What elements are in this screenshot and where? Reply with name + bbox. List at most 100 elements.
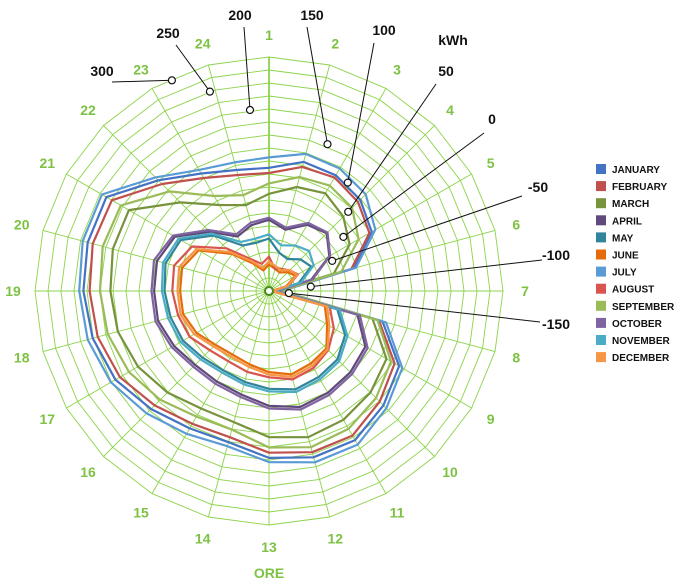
- legend-label-february: FEBRUARY: [612, 182, 668, 193]
- grid-spoke: [151, 290, 270, 494]
- series-line-october: [150, 216, 369, 411]
- grid-spoke: [151, 88, 270, 292]
- unit-label: kWh: [438, 32, 468, 48]
- legend-swatch-august: [596, 283, 606, 294]
- scale-marker-dot: [205, 87, 214, 96]
- legend-label-november: NOVEMBER: [612, 336, 671, 347]
- center-marker: [264, 286, 274, 296]
- legend-swatch-november: [596, 335, 606, 345]
- hour-label: 15: [133, 505, 149, 521]
- hour-label: 23: [133, 61, 149, 77]
- legend-swatch-july: [596, 266, 606, 277]
- hour-label: 18: [14, 349, 30, 365]
- hour-label: 6: [512, 217, 520, 233]
- series-line-february: [88, 165, 396, 454]
- scale-label: 300: [90, 63, 114, 79]
- scale-leader-line: [332, 195, 523, 262]
- scale-leader-line: [111, 79, 172, 83]
- hour-label: 8: [512, 349, 520, 365]
- grid-spoke: [103, 125, 270, 292]
- scale-label: 150: [300, 7, 324, 23]
- grid-spoke: [268, 88, 387, 292]
- scale-marker-dot: [328, 256, 337, 265]
- hour-label: 17: [40, 411, 56, 427]
- grid-spoke: [268, 290, 331, 518]
- hour-label: 3: [393, 61, 401, 77]
- scale-leader-line: [310, 259, 543, 288]
- legend-label-september: SEPTEMBER: [612, 302, 675, 313]
- hour-label: 14: [195, 530, 211, 546]
- legend-swatch-december: [596, 352, 606, 363]
- series-line-december: [176, 248, 331, 378]
- scale-leader-line: [347, 83, 437, 213]
- legend-swatch-october: [596, 317, 606, 328]
- hour-label: 13: [261, 539, 277, 555]
- legend-swatch-april: [596, 215, 606, 226]
- hour-label: 19: [5, 283, 21, 299]
- scale-leader-line: [347, 42, 375, 183]
- scale-label: 50: [438, 63, 454, 79]
- scale-marker-dot: [344, 207, 353, 216]
- legend-label-march: MARCH: [612, 199, 649, 210]
- scale-label: 200: [228, 7, 252, 23]
- series-line-january: [82, 160, 401, 459]
- legend-label-december: DECEMBER: [612, 353, 670, 364]
- series-line-september: [98, 175, 393, 449]
- legend-label-june: JUNE: [612, 251, 639, 262]
- legend-swatch-september: [596, 300, 606, 311]
- scale-marker-dot: [343, 178, 352, 187]
- scale-leader-line: [306, 26, 328, 145]
- legend-swatch-january: [596, 164, 606, 174]
- grid-spoke: [103, 290, 270, 457]
- hour-label: 12: [328, 530, 344, 546]
- legend-label-august: AUGUST: [612, 285, 654, 296]
- scale-marker-dot: [167, 76, 176, 85]
- legend-label-may: MAY: [612, 233, 634, 244]
- scale-leader-line: [288, 292, 541, 323]
- scale-leader-line: [343, 132, 485, 238]
- hour-label: 16: [80, 464, 96, 480]
- scale-label: -150: [542, 316, 570, 332]
- scale-label: 100: [372, 22, 396, 38]
- hour-label: 24: [195, 36, 211, 52]
- legend-swatch-june: [596, 249, 606, 260]
- scale-label: -50: [528, 179, 548, 195]
- legend-label-january: JANUARY: [612, 165, 660, 176]
- hour-label: 20: [14, 217, 30, 233]
- hour-label: 11: [390, 505, 405, 521]
- grid-spoke: [207, 290, 270, 518]
- legend-swatch-may: [596, 232, 606, 243]
- hour-label: 10: [442, 464, 458, 480]
- axis-title: ORE: [254, 565, 284, 581]
- series-line-november: [160, 232, 349, 394]
- grid-spoke: [66, 290, 270, 409]
- radar-series: [78, 152, 404, 464]
- grid-spoke: [207, 64, 270, 292]
- legend-label-april: APRIL: [612, 216, 642, 227]
- scale-leader-line: [175, 44, 211, 92]
- series-line-july: [78, 152, 404, 464]
- grid-spoke: [268, 290, 472, 409]
- scale-marker-dot: [339, 232, 348, 241]
- legend-label-october: OCTOBER: [612, 319, 663, 330]
- legend: JANUARY FEBRUARY MARCH APRIL MAY JUNE JULY AUGU…: [596, 164, 675, 364]
- hour-label: 2: [331, 36, 339, 52]
- hour-label: 9: [487, 411, 495, 427]
- hour-label: 7: [521, 283, 529, 299]
- scale-marker-dot: [306, 282, 315, 291]
- scale-label: -100: [542, 247, 570, 263]
- grid-spoke: [66, 173, 270, 292]
- hour-label: 22: [80, 102, 96, 118]
- scale-label: 0: [488, 111, 496, 127]
- scale-label: 250: [156, 25, 180, 41]
- hour-label: 1: [265, 27, 273, 43]
- scale-marker-dot: [323, 140, 332, 149]
- scale-marker-dot: [245, 105, 255, 115]
- scale-leader-line: [243, 26, 251, 111]
- scale-marker-dot: [284, 289, 293, 298]
- series-line-june: [179, 249, 329, 376]
- hour-label: 4: [446, 102, 454, 118]
- legend-swatch-march: [596, 198, 606, 209]
